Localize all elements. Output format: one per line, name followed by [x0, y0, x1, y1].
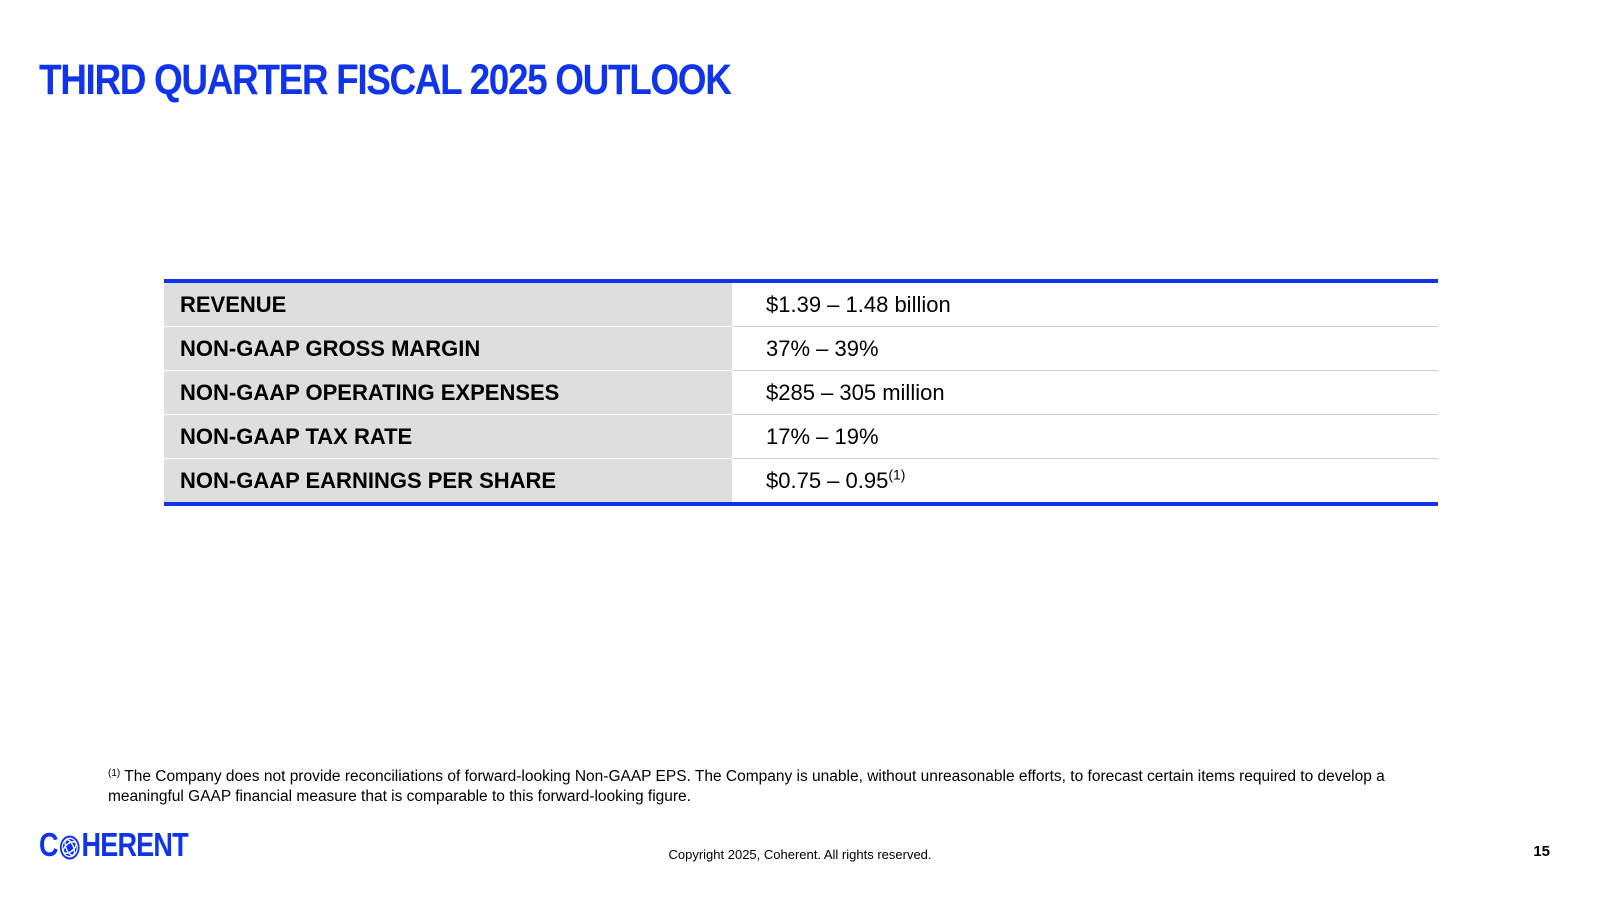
table-row: NON-GAAP GROSS MARGIN 37% – 39% — [164, 326, 1438, 371]
metric-label: REVENUE — [164, 281, 732, 327]
table-row: NON-GAAP TAX RATE 17% – 19% — [164, 414, 1438, 459]
metric-label: NON-GAAP GROSS MARGIN — [164, 326, 732, 371]
globe-icon — [59, 835, 80, 860]
coherent-logo: C HERENT — [39, 826, 221, 863]
footnote-marker: (1) — [108, 768, 121, 779]
table-row: REVENUE $1.39 – 1.48 billion — [164, 281, 1438, 327]
logo-wordmark: HERENT — [81, 826, 189, 863]
metric-value: $0.75 – 0.95(1) — [766, 466, 906, 493]
table-row: NON-GAAP EARNINGS PER SHARE $0.75 – 0.95… — [164, 458, 1438, 504]
slide-title: THIRD QUARTER FISCAL 2025 OUTLOOK — [39, 56, 732, 104]
metric-label: NON-GAAP EARNINGS PER SHARE — [164, 458, 732, 504]
metric-value: $1.39 – 1.48 billion — [732, 281, 1438, 327]
footnote-text: The Company does not provide reconciliat… — [108, 768, 1385, 805]
metric-label: NON-GAAP TAX RATE — [164, 414, 732, 459]
metric-value: $285 – 305 million — [732, 370, 1438, 415]
footnote-reference: (1) — [888, 466, 906, 483]
metric-value: 37% – 39% — [732, 326, 1438, 371]
logo-letter: C — [39, 826, 59, 863]
page-number: 15 — [1533, 843, 1550, 860]
metric-value: 17% – 19% — [732, 414, 1438, 459]
footnote: (1) The Company does not provide reconci… — [108, 767, 1438, 807]
metric-label: NON-GAAP OPERATING EXPENSES — [164, 370, 732, 415]
copyright-notice: Copyright 2025, Coherent. All rights res… — [668, 847, 932, 862]
table-row: NON-GAAP OPERATING EXPENSES $285 – 305 m… — [164, 370, 1438, 415]
outlook-table: REVENUE $1.39 – 1.48 billion NON-GAAP GR… — [164, 279, 1438, 506]
